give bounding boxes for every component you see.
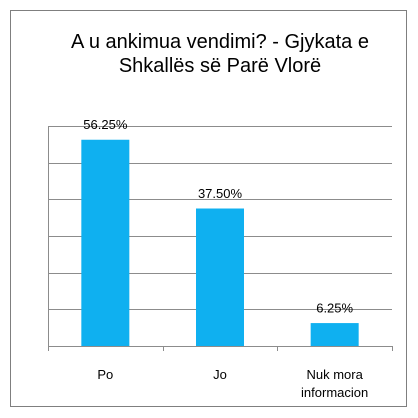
data-label: 37.50% — [198, 186, 243, 201]
x-tick-label: Nuk mora informacion — [301, 367, 369, 400]
bar — [81, 139, 130, 346]
x-tick-label: Jo — [213, 367, 227, 382]
bar — [196, 208, 244, 346]
data-label: 6.25% — [316, 301, 353, 316]
x-tick-label: Po — [97, 367, 114, 382]
data-label: 56.25% — [83, 117, 128, 132]
bar — [310, 323, 359, 346]
chart-title: A u ankimua vendimi? - Gjykata e Shkallë… — [71, 31, 369, 77]
